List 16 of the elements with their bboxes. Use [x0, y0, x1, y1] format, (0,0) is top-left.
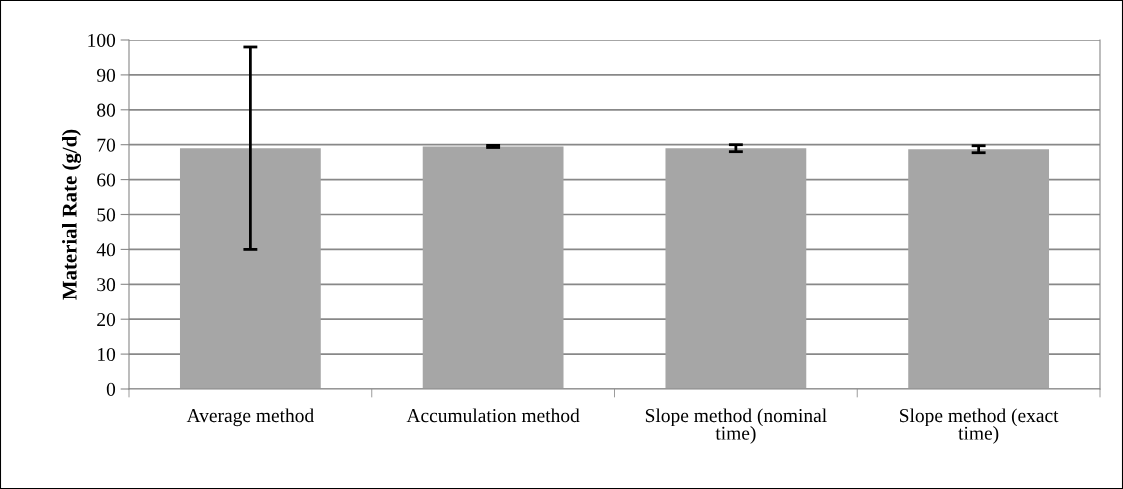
y-tick-label: 100 [88, 33, 116, 47]
y-tick-label: 20 [97, 313, 116, 327]
y-tick-label: 70 [97, 138, 116, 152]
y-axis-title: Material Rate (g/d) [62, 129, 82, 300]
x-tick-label: Slope method (exact time) [900, 408, 1059, 444]
x-tick-label: Slope method (nominal time) [645, 408, 827, 444]
y-tick-label: 10 [98, 347, 116, 362]
x-tick-label: Average method [186, 408, 314, 427]
y-tick-label: 0 [106, 382, 116, 396]
y-tick-label: 30 [97, 278, 116, 292]
y-tick-label: 90 [96, 68, 116, 82]
y-tick-label: 60 [97, 173, 116, 187]
y-tick-label: 40 [96, 243, 116, 257]
y-tick-label: 80 [97, 103, 116, 117]
x-tick-label: Accumulation method [406, 408, 580, 423]
y-tick-label: 50 [97, 208, 116, 222]
